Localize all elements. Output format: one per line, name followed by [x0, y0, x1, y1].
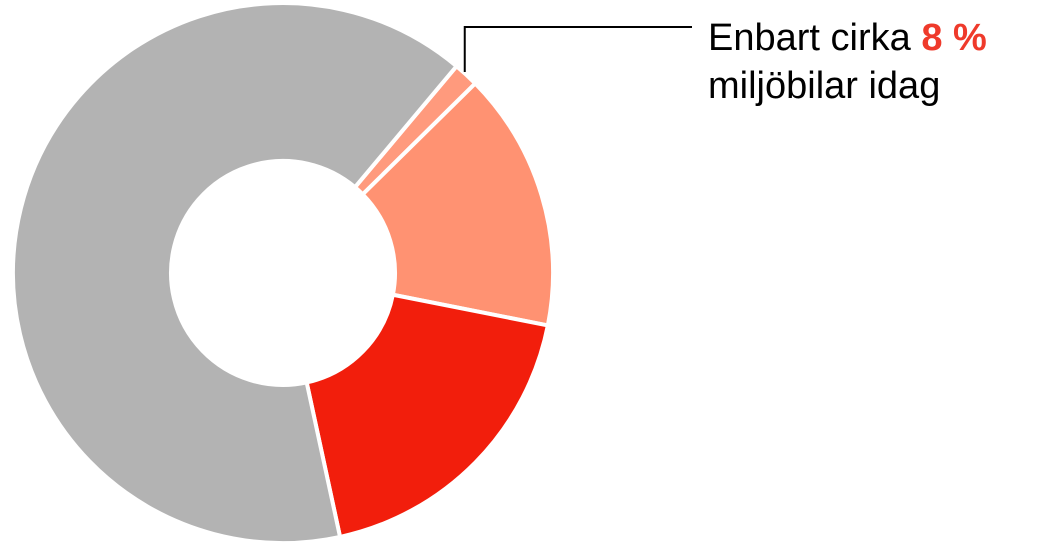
- annotation-prefix: Enbart cirka: [708, 17, 921, 59]
- annotation-line-1: Enbart cirka 8 %: [708, 14, 987, 62]
- callout-leader-line: [465, 27, 692, 72]
- slices-group: [13, 3, 553, 543]
- annotation-line-2: miljöbilar idag: [708, 62, 987, 110]
- annotation-text: Enbart cirka 8 % miljöbilar idag: [708, 14, 987, 110]
- donut-slice-3: [307, 295, 548, 537]
- annotation-highlight-value: 8 %: [921, 17, 986, 59]
